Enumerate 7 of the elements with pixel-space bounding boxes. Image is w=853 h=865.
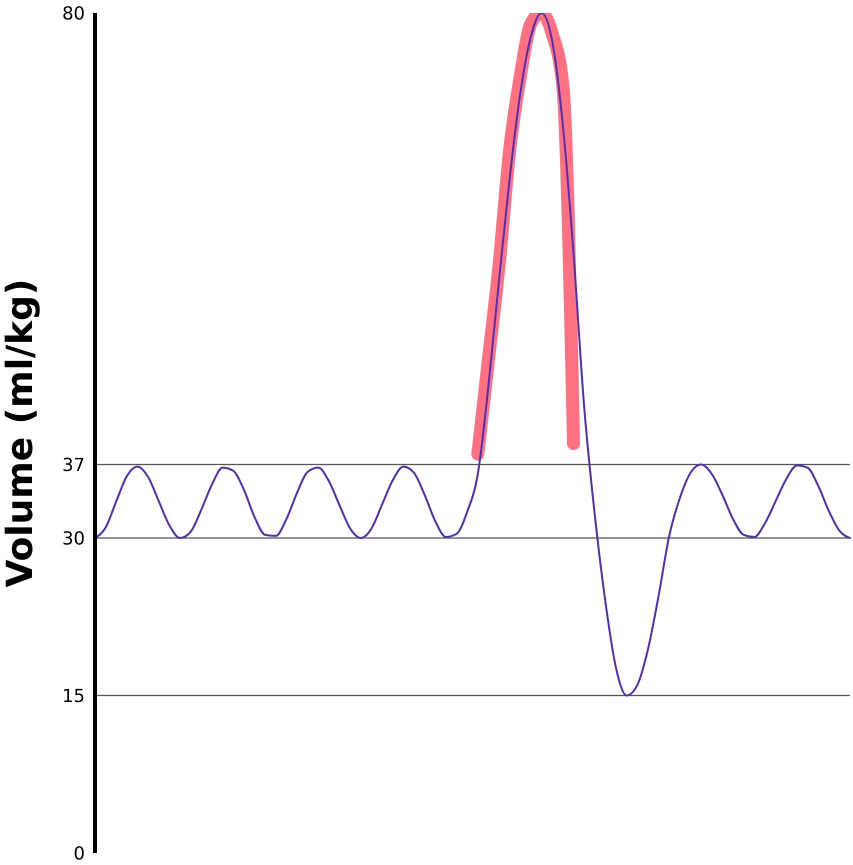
y-tick-label: 15 (62, 686, 85, 707)
y-tick-label: 37 (62, 454, 85, 476)
y-tick-label: 80 (62, 3, 85, 24)
line-series (94, 13, 851, 696)
y-tick-label: 0 (74, 843, 85, 864)
y-axis-title: Volume (ml/kg) (0, 278, 40, 588)
y-tick-label: 30 (62, 528, 85, 550)
